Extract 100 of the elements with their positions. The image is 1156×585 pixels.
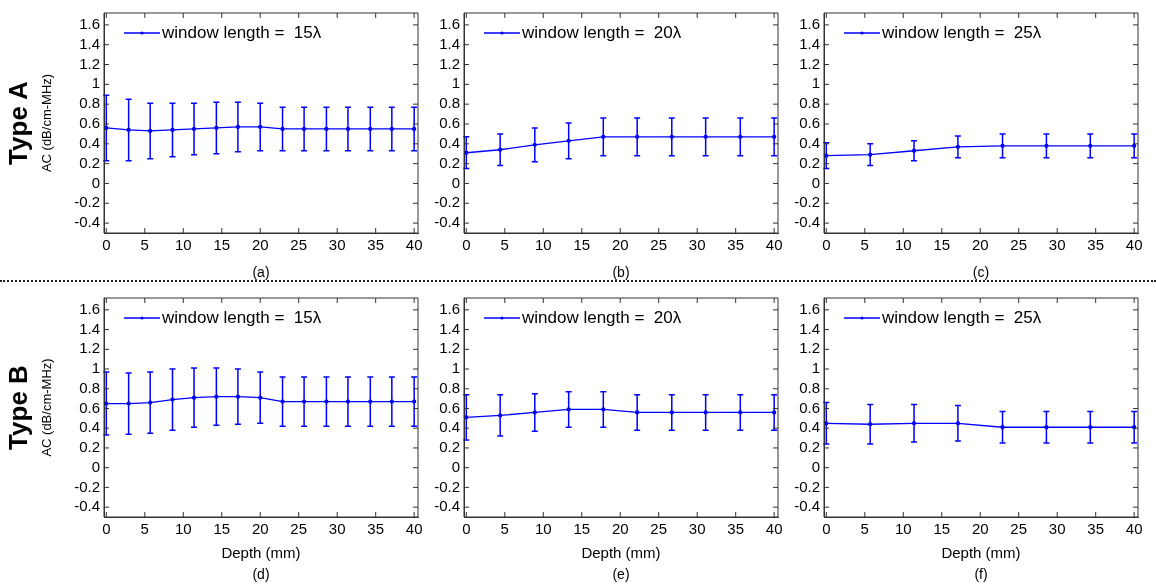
y-tick-label: 0 xyxy=(811,173,820,191)
y-axis-title: AC (dB/cm-MHz) xyxy=(39,73,55,173)
x-tick-label: 0 xyxy=(102,236,111,254)
x-tick-label: 10 xyxy=(534,236,552,254)
x-tick-label: 10 xyxy=(174,236,192,254)
y-tick-label: -0.4 xyxy=(434,213,460,231)
x-tick-label: 30 xyxy=(328,520,346,538)
x-axis-title: Depth (mm) xyxy=(221,544,301,562)
x-tick-label: 40 xyxy=(765,236,783,254)
x-tick-label: 20 xyxy=(611,520,629,538)
x-tick-label: 0 xyxy=(462,520,471,538)
y-tick-label: -0.2 xyxy=(74,477,100,495)
text: (c) xyxy=(972,263,990,280)
y-tick-label: -0.4 xyxy=(794,497,820,515)
y-tick-label: 0.8 xyxy=(79,378,100,396)
y-tick-label: 0.4 xyxy=(439,133,460,151)
y-tick-label: 1 xyxy=(91,359,100,377)
y-tick-label: -0.2 xyxy=(434,193,460,211)
y-tick-label: 1.4 xyxy=(799,319,820,337)
x-tick-label: 5 xyxy=(140,520,149,538)
y-tick-label: 0.4 xyxy=(799,418,820,436)
legend-label: window length = 25λ xyxy=(881,307,1042,327)
y-tick-label: 1 xyxy=(811,74,820,92)
x-tick-label: 30 xyxy=(688,520,706,538)
y-tick-label: 0.4 xyxy=(79,418,100,436)
y-tick-label: -0.4 xyxy=(434,497,460,515)
text: (b) xyxy=(612,263,630,280)
y-tick-label: 0.4 xyxy=(799,133,820,151)
x-tick-label: 35 xyxy=(367,236,385,254)
y-tick-label: -0.4 xyxy=(74,213,100,231)
x-tick-label: 20 xyxy=(611,236,629,254)
y-tick-label: 0.2 xyxy=(439,153,460,171)
y-tick-label: -0.2 xyxy=(794,477,820,495)
x-axis-title: Depth (mm) xyxy=(581,544,661,562)
y-tick-label: 0 xyxy=(451,173,460,191)
y-tick-label: 1 xyxy=(91,74,100,92)
x-tick-label: 25 xyxy=(650,236,668,254)
x-tick-label: 0 xyxy=(822,520,831,538)
y-tick-label: 1.2 xyxy=(79,54,100,72)
legend-label: window length = 15λ xyxy=(161,307,322,327)
text: (d) xyxy=(252,565,270,582)
y-tick-label: 0.2 xyxy=(799,438,820,456)
x-tick-label: 40 xyxy=(1125,520,1143,538)
y-tick-label: 1.6 xyxy=(79,15,100,33)
y-tick-label: 0.6 xyxy=(799,114,820,132)
x-tick-label: 0 xyxy=(462,236,471,254)
legend-label: window length = 20λ xyxy=(521,22,682,42)
y-tick-label: 1 xyxy=(811,359,820,377)
x-tick-label: 25 xyxy=(290,520,308,538)
x-tick-label: 15 xyxy=(933,236,951,254)
y-tick-label: 0.4 xyxy=(439,418,460,436)
y-tick-label: 0.2 xyxy=(79,153,100,171)
x-tick-label: 5 xyxy=(860,236,869,254)
y-tick-label: 0.8 xyxy=(79,94,100,112)
y-tick-label: 1 xyxy=(451,74,460,92)
text: (e) xyxy=(612,565,630,582)
y-tick-label: 0.4 xyxy=(79,133,100,151)
x-tick-label: 20 xyxy=(251,236,269,254)
text: Type B xyxy=(3,365,34,450)
y-tick-label: 1.2 xyxy=(79,339,100,357)
x-tick-label: 5 xyxy=(500,236,509,254)
x-tick-label: 5 xyxy=(500,520,509,538)
y-axis-title: AC (dB/cm-MHz) xyxy=(39,358,55,457)
y-tick-label: 1.2 xyxy=(439,54,460,72)
y-tick-label: 1.4 xyxy=(79,34,100,52)
y-tick-label: 1.6 xyxy=(439,299,460,317)
y-tick-label: 0 xyxy=(811,457,820,475)
x-tick-label: 10 xyxy=(534,520,552,538)
y-tick-label: 0 xyxy=(451,457,460,475)
x-tick-label: 20 xyxy=(971,236,989,254)
y-tick-label: 0.6 xyxy=(439,114,460,132)
x-tick-label: 15 xyxy=(213,236,231,254)
legend-label: window length = 25λ xyxy=(881,22,1042,42)
x-tick-label: 25 xyxy=(290,236,308,254)
x-tick-label: 10 xyxy=(894,236,912,254)
y-tick-label: 0.6 xyxy=(79,114,100,132)
x-axis-title: Depth (mm) xyxy=(941,544,1021,562)
x-tick-label: 20 xyxy=(251,520,269,538)
y-tick-label: 0.2 xyxy=(799,153,820,171)
y-tick-label: 0.2 xyxy=(79,438,100,456)
y-tick-label: 0.6 xyxy=(79,398,100,416)
x-tick-label: 40 xyxy=(405,520,423,538)
x-tick-label: 35 xyxy=(1087,520,1105,538)
x-tick-label: 30 xyxy=(328,236,346,254)
y-tick-label: -0.2 xyxy=(434,477,460,495)
y-tick-label: 1.2 xyxy=(799,339,820,357)
y-tick-label: 1 xyxy=(451,359,460,377)
x-tick-label: 40 xyxy=(1125,236,1143,254)
y-tick-label: 1.6 xyxy=(799,299,820,317)
y-tick-label: 0.6 xyxy=(799,398,820,416)
x-tick-label: 15 xyxy=(213,520,231,538)
y-tick-label: 0.8 xyxy=(799,378,820,396)
x-tick-label: 15 xyxy=(933,520,951,538)
x-tick-label: 5 xyxy=(860,520,869,538)
y-tick-label: 1.4 xyxy=(799,34,820,52)
y-tick-label: 0.6 xyxy=(439,398,460,416)
x-tick-label: 20 xyxy=(971,520,989,538)
x-tick-label: 40 xyxy=(765,520,783,538)
y-tick-label: -0.2 xyxy=(794,193,820,211)
x-tick-label: 35 xyxy=(1087,236,1105,254)
